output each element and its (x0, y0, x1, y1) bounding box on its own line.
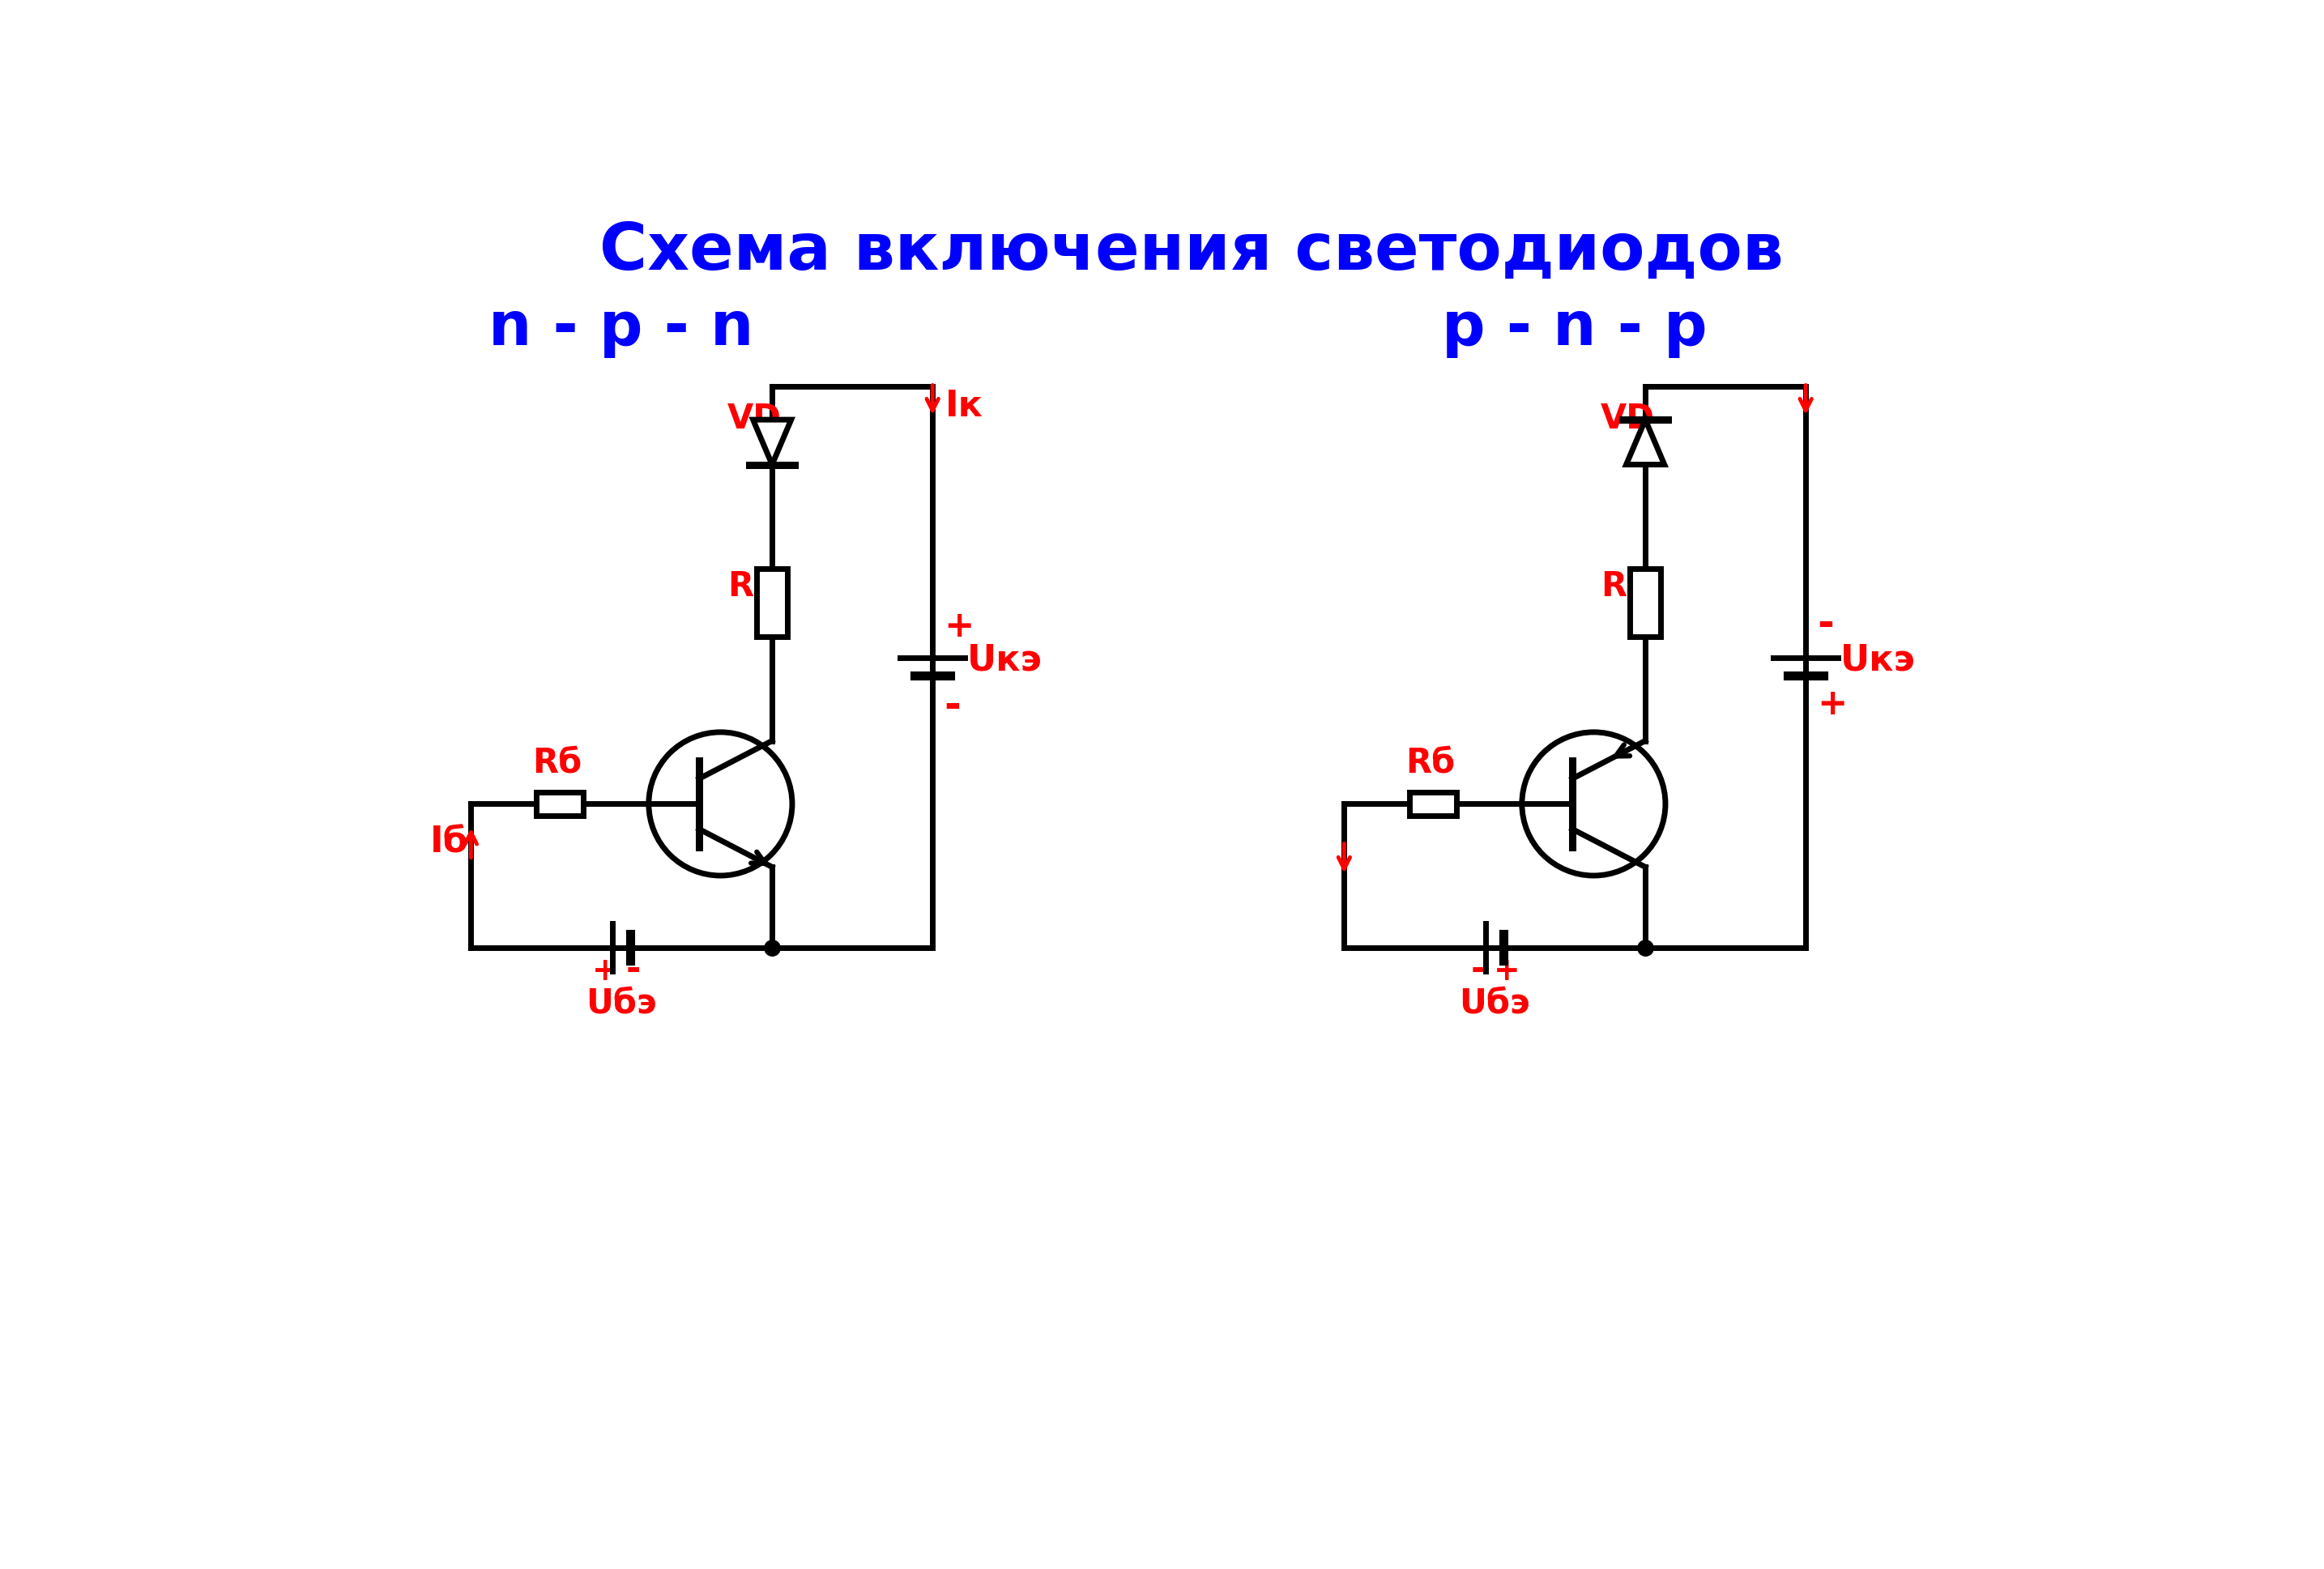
Text: Uкэ: Uкэ (1841, 643, 1915, 678)
Text: +: + (1817, 687, 1848, 722)
Text: VD: VD (1601, 402, 1655, 436)
Text: -: - (625, 952, 641, 987)
Text: +: + (944, 609, 974, 645)
Bar (537, 792, 583, 816)
Text: Uбэ: Uбэ (1459, 985, 1529, 1020)
Bar (758, 568, 788, 637)
Text: +: + (593, 956, 618, 987)
Polygon shape (1627, 419, 1664, 464)
Circle shape (648, 733, 792, 876)
Text: Iб: Iб (430, 825, 469, 860)
Text: VD: VD (727, 402, 781, 436)
Text: Uбэ: Uбэ (586, 985, 658, 1020)
Text: Rб: Rб (532, 745, 581, 780)
Text: +: + (1494, 956, 1520, 987)
Text: n - p - n: n - p - n (488, 298, 753, 358)
Text: Схема включения светодиодов: Схема включения светодиодов (600, 221, 1783, 284)
Text: Rк: Rк (727, 570, 776, 604)
Text: -: - (944, 687, 960, 725)
Text: -: - (1471, 952, 1485, 987)
Polygon shape (753, 419, 790, 464)
Bar (1629, 568, 1662, 637)
Text: Rк: Rк (1601, 570, 1650, 604)
Text: Rб: Rб (1406, 745, 1455, 780)
Text: Iк: Iк (946, 389, 983, 424)
Bar (1411, 792, 1457, 816)
Text: p - n - p: p - n - p (1443, 298, 1708, 358)
Circle shape (1522, 733, 1666, 876)
Text: Uкэ: Uкэ (967, 643, 1041, 678)
Text: -: - (1817, 606, 1834, 645)
